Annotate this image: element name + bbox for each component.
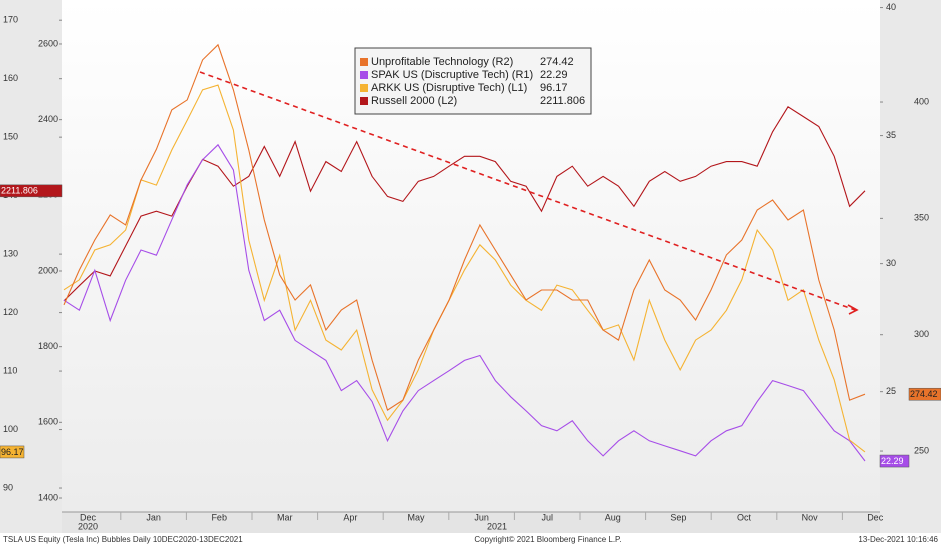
x-tick-label: Dec: [867, 512, 884, 522]
legend-label: ARKK US (Disruptive Tech) (L1): [371, 82, 527, 94]
y-tick-label: 110: [3, 365, 17, 375]
x-axis-band: [62, 512, 880, 533]
x-tick-label: Aug: [605, 512, 621, 522]
year-label: 2020: [78, 521, 98, 531]
footer-left: TSLA US Equity (Tesla Inc) Bubbles Daily…: [3, 535, 243, 544]
last-value-label: 96.17: [1, 447, 24, 457]
legend-label: Russell 2000 (L2): [371, 95, 457, 107]
x-tick-label: Feb: [211, 512, 227, 522]
trend-line: [199, 71, 856, 311]
footer-band: [0, 533, 941, 547]
y-tick-label: 35: [886, 130, 896, 140]
y-tick-label: 2600: [38, 38, 58, 48]
legend-swatch: [360, 58, 368, 66]
y-tick-label: 2000: [38, 265, 58, 275]
legend-swatch: [360, 84, 368, 92]
x-tick-label: Mar: [277, 512, 293, 522]
x-tick-label: Oct: [737, 512, 752, 522]
x-tick-label: Dec: [80, 512, 97, 522]
x-tick-label: Jul: [541, 512, 553, 522]
footer-center: Copyright© 2021 Bloomberg Finance L.P.: [474, 535, 621, 544]
series-line: [63, 43, 866, 411]
legend-value: 2211.806: [540, 95, 585, 107]
legend-swatch: [360, 71, 368, 79]
y-tick-label: 90: [3, 482, 13, 492]
legend-value: 22.29: [540, 69, 568, 81]
legend-box: [354, 47, 592, 115]
y-tick-label: 1600: [38, 417, 58, 427]
y-tick-label: 25: [886, 386, 896, 396]
x-tick-label: Jun: [474, 512, 489, 522]
y-tick-label: 1800: [38, 341, 58, 351]
y-tick-label: 250: [914, 445, 929, 455]
x-tick-label: May: [407, 512, 425, 522]
y-tick-label: 40: [886, 2, 896, 12]
y-tick-label: 130: [3, 248, 18, 258]
y-tick-label: 170: [3, 15, 18, 25]
x-tick-label: Sep: [670, 512, 686, 522]
footer-right: 13-Dec-2021 10:16:46: [858, 535, 938, 544]
y-tick-label: 160: [3, 73, 18, 83]
y-tick-label: 2400: [38, 114, 58, 124]
legend-label: SPAK US (Discruptive Tech) (R1): [371, 69, 533, 81]
last-value-label: 274.42: [910, 389, 938, 399]
y-tick-label: 300: [914, 329, 929, 339]
series-lines: [63, 43, 866, 462]
y-tick-label: 350: [914, 213, 929, 223]
year-label: 2021: [487, 521, 507, 531]
x-tick-label: Apr: [343, 512, 357, 522]
legend-swatch: [360, 97, 368, 105]
y-tick-label: 120: [3, 307, 18, 317]
last-value-tag: [0, 445, 25, 459]
series-line: [63, 143, 866, 462]
y-tick-label: 150: [3, 132, 18, 142]
last-value-label: 22.29: [881, 456, 904, 466]
x-tick-label: Nov: [802, 512, 819, 522]
last-value-label: 2211.806: [1, 186, 38, 196]
y-tick-label: 30: [886, 258, 896, 268]
x-tick-label: Jan: [146, 512, 161, 522]
last-value-tag: [879, 454, 910, 468]
series-line: [63, 84, 866, 453]
last-value-tag: [0, 184, 63, 198]
legend-value: 274.42: [540, 56, 574, 68]
y-tick-label: 1400: [38, 492, 58, 502]
legend-label: Unprofitable Technology (R2): [371, 56, 513, 68]
legend: Unprofitable Technology (R2) 274.42 SPAK U…: [354, 47, 592, 115]
last-value-tag: [908, 387, 941, 401]
trend-arrow: [847, 304, 859, 315]
y-tick-label: 100: [3, 424, 18, 434]
legend-value: 96.17: [540, 82, 568, 94]
y-tick-label: 400: [914, 96, 929, 106]
